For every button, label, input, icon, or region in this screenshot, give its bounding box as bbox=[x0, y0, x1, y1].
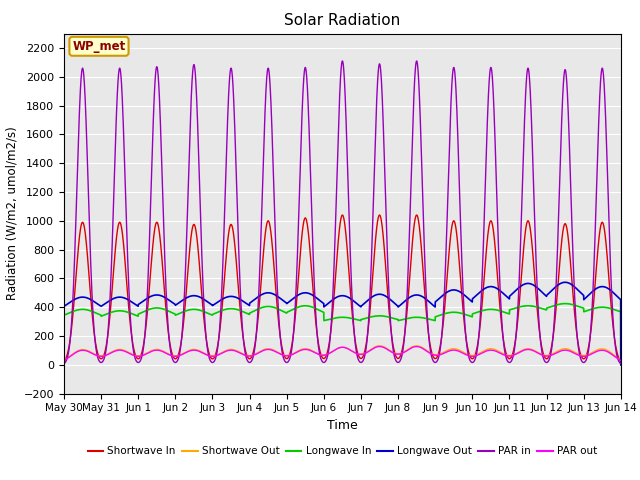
Legend: Shortwave In, Shortwave Out, Longwave In, Longwave Out, PAR in, PAR out: Shortwave In, Shortwave Out, Longwave In… bbox=[83, 442, 602, 460]
Text: WP_met: WP_met bbox=[72, 40, 125, 53]
X-axis label: Time: Time bbox=[327, 419, 358, 432]
Y-axis label: Radiation (W/m2, umol/m2/s): Radiation (W/m2, umol/m2/s) bbox=[5, 127, 18, 300]
Title: Solar Radiation: Solar Radiation bbox=[284, 13, 401, 28]
